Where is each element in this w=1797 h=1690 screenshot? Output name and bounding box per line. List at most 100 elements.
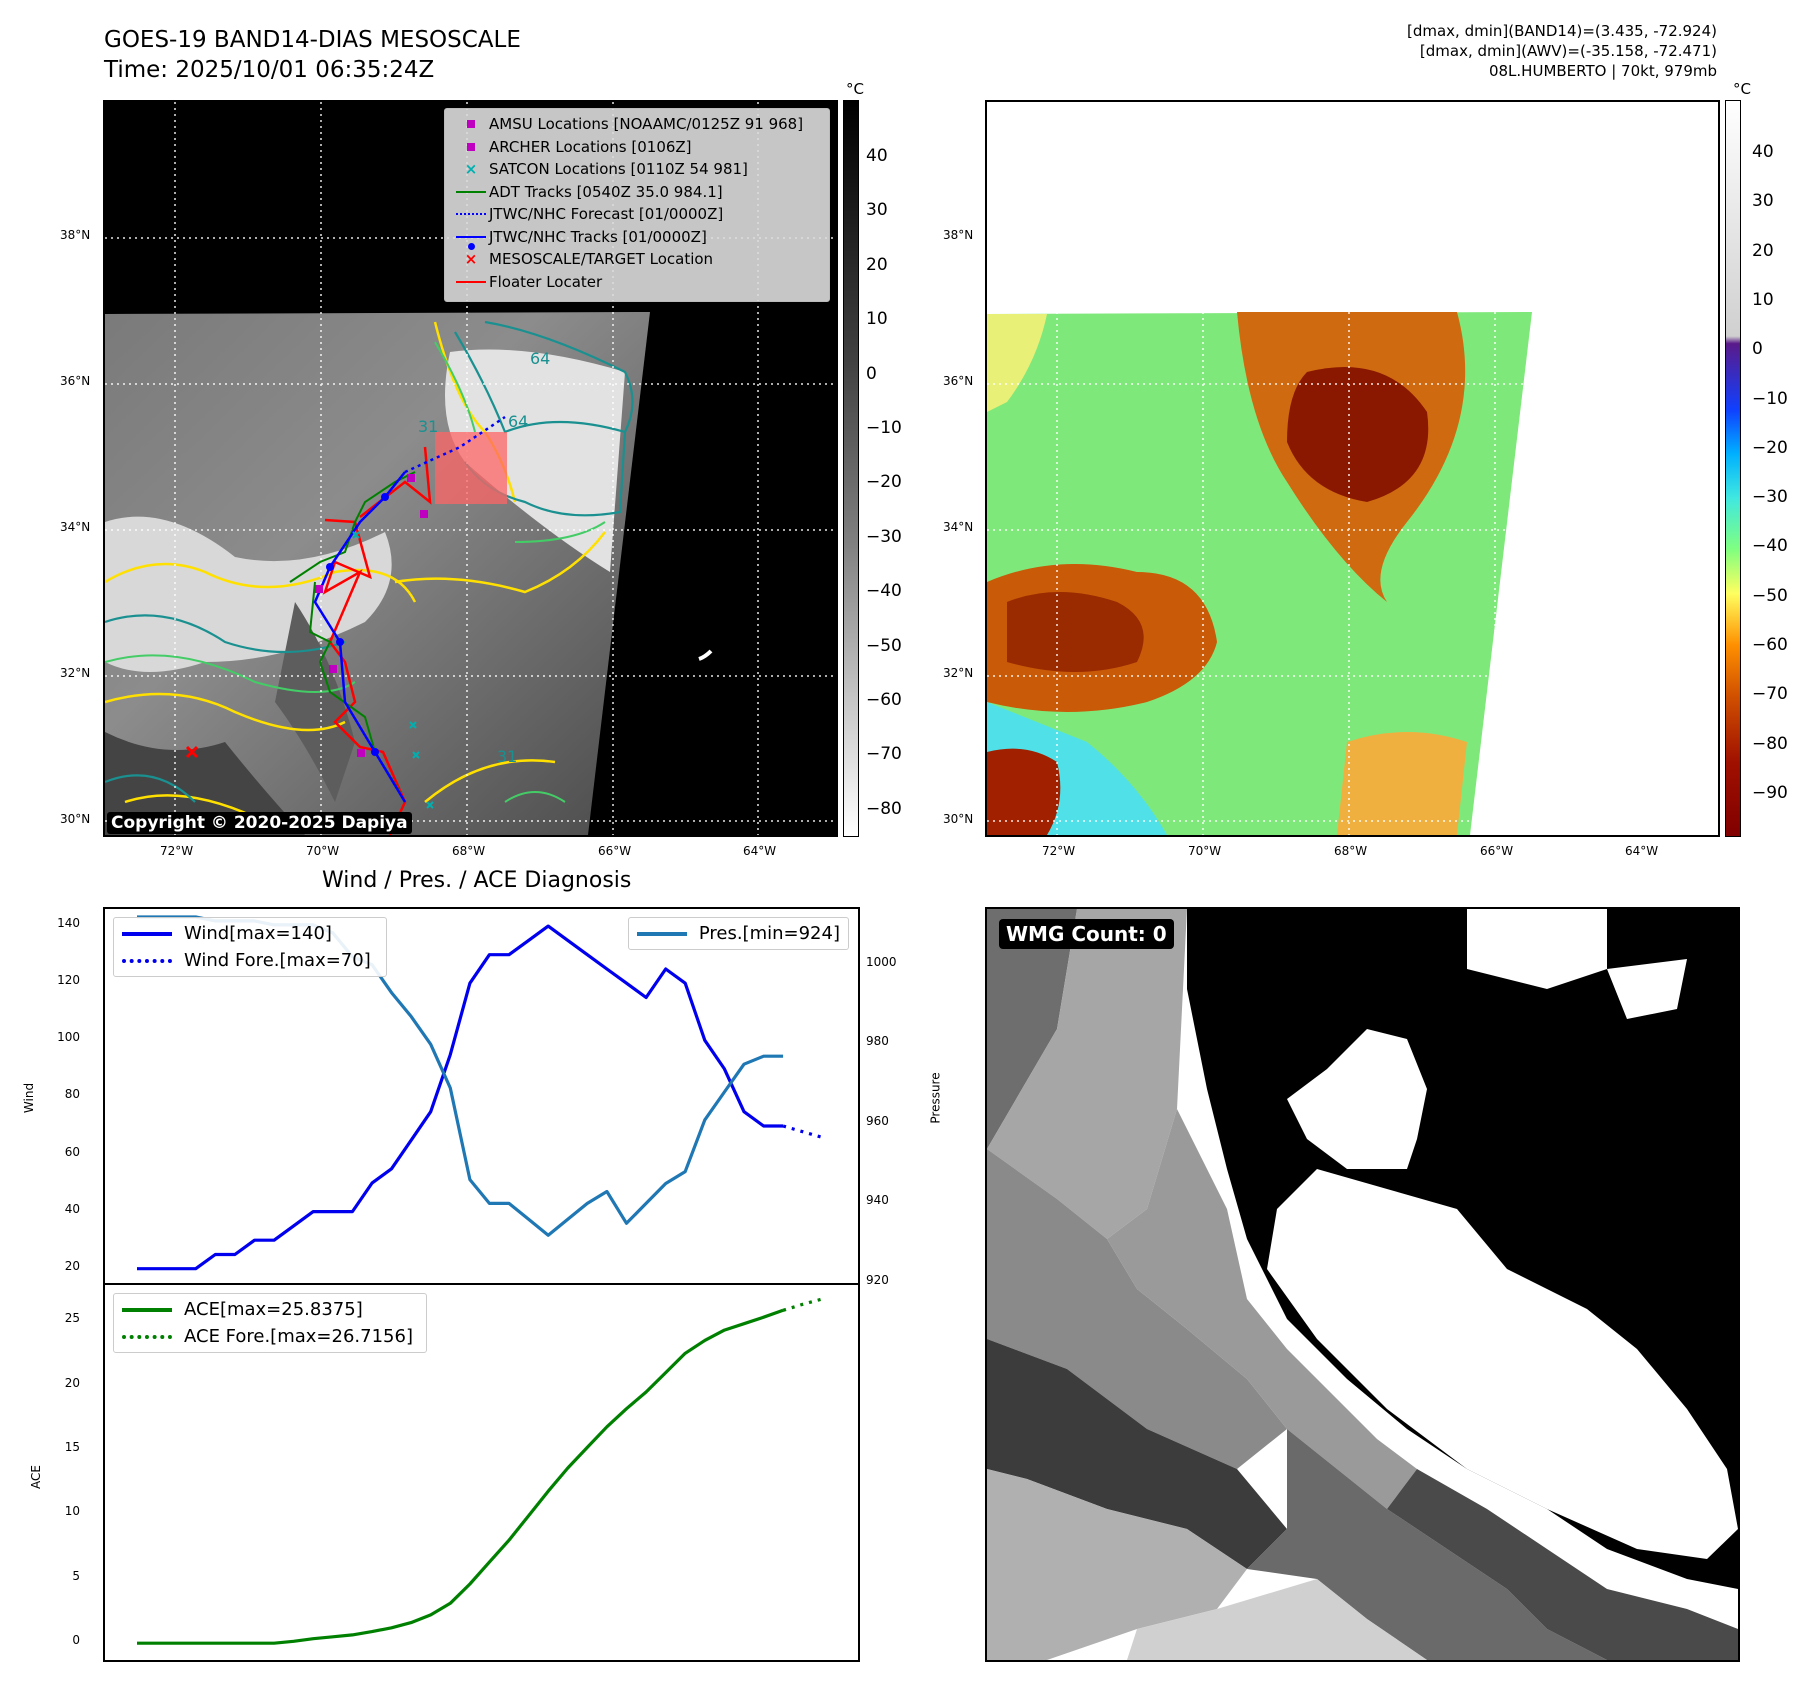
ir-colorbar-tick-label: −50 <box>866 635 902 656</box>
ir-colorbar-tick-label: 30 <box>866 200 888 221</box>
wind-axis-label: Wind <box>22 1082 37 1114</box>
chart-title: GOES-19 BAND14-DIAS MESOSCALE <box>104 27 521 53</box>
ir-colorbar-tick-label: −80 <box>866 798 902 819</box>
legend-pressure: Pres.[min=924] <box>637 920 840 947</box>
wmg-image <box>987 909 1738 1660</box>
wv-colorbar-tick-label: −20 <box>1752 437 1788 458</box>
ace-chart: ACE[max=25.8375] ACE Fore.[max=26.7156] <box>103 1283 860 1662</box>
wv-colorbar-tick-label: −80 <box>1752 733 1788 754</box>
legend-ace: ACE[max=25.8375] <box>122 1296 418 1323</box>
wv-colorbar-tick-label: 0 <box>1752 339 1763 360</box>
ace-tick-label: 10 <box>64 1504 80 1519</box>
ace-tick-label: 5 <box>72 1568 80 1583</box>
ir-colorbar-tick-label: −10 <box>866 418 902 438</box>
wind-tick-label: 60 <box>64 1144 80 1159</box>
contour-label: 31 <box>497 747 517 766</box>
wv-colorbar-tick-label: −30 <box>1752 487 1788 508</box>
wind-tick-label: 20 <box>64 1258 80 1273</box>
wind-tick-label: 140 <box>57 916 80 931</box>
wv-colorbar-tick-label: 30 <box>1752 191 1774 212</box>
chart-time: Time: 2025/10/01 06:35:24Z <box>104 57 435 83</box>
ace-axis-label: ACE <box>28 1465 43 1489</box>
wv-map-image <box>987 102 1718 835</box>
legend-item-archer: ARCHER Locations [0106Z] <box>453 136 821 159</box>
pressure-tick-label: 960 <box>866 1113 889 1128</box>
lat-label: 34°N <box>943 520 974 534</box>
pressure-tick-label: 980 <box>866 1034 889 1049</box>
ir-colorbar-tick-label: −60 <box>866 690 902 710</box>
ir-colorbar-tick-label: 0 <box>866 363 877 384</box>
legend-item-target: × MESOSCALE/TARGET Location <box>464 250 714 269</box>
lat-label: 38°N <box>60 228 91 242</box>
lat-label: 32°N <box>60 666 91 680</box>
pressure-tick-label: 940 <box>866 1193 889 1208</box>
legend-ace-forecast: ACE Fore.[max=26.7156] <box>122 1323 418 1350</box>
lon-label: 70°W <box>1188 844 1222 858</box>
ir-colorbar-tick-label: 20 <box>866 254 888 275</box>
wv-colorbar-tick-label: −90 <box>1752 782 1788 803</box>
lon-label: 66°W <box>598 844 632 858</box>
info-dmax-band14: [dmax, dmin](BAND14)=(3.435, -72.924) <box>1406 22 1717 40</box>
map-legend: AMSU Locations [NOAAMC/0125Z 91 968] ARC… <box>444 108 830 302</box>
wv-colorbar-tick-label: 20 <box>1752 240 1774 261</box>
ace-line <box>137 1308 784 1645</box>
ir-colorbar-tick-label: −70 <box>866 744 902 765</box>
wv-colorbar-tick-label: −40 <box>1752 536 1788 557</box>
lat-label: 34°N <box>60 520 91 534</box>
lon-label: 68°W <box>1334 844 1368 858</box>
legend-item-tracks: JTWC/NHC Tracks [01/0000Z] <box>453 226 821 250</box>
wv-colorbar-tick-label: −60 <box>1752 635 1788 655</box>
legend-wind-forecast: Wind Fore.[max=70] <box>122 947 378 974</box>
copyright-label: Copyright © 2020-2025 Dapiya <box>107 812 412 834</box>
wind-tick-label: 120 <box>57 973 80 988</box>
lat-label: 32°N <box>943 666 974 680</box>
legend-item-satcon: × SATCON Locations [0110Z 54 981] <box>464 160 748 179</box>
lon-label: 64°W <box>743 844 777 858</box>
info-storm: 08L.HUMBERTO | 70kt, 979mb <box>1488 62 1717 80</box>
legend-wind: Wind[max=140] <box>122 920 378 947</box>
wmg-count-label: WMG Count: 0 <box>999 919 1174 949</box>
contour-label: 31 <box>418 417 438 436</box>
legend-item-amsu: AMSU Locations [NOAAMC/0125Z 91 968] <box>453 113 821 136</box>
wv-colorbar-tick-label: −50 <box>1752 585 1788 606</box>
wind-tick-label: 100 <box>57 1030 80 1045</box>
legend-item-floater: Floater Locater <box>453 271 821 294</box>
ir-map-image: 64 64 31 31 <box>105 102 836 835</box>
wind-legend: Wind[max=140] Wind Fore.[max=70] <box>113 917 387 977</box>
target-box <box>435 432 507 504</box>
lat-label: 38°N <box>943 228 974 242</box>
wmg-panel: WMG Count: 0 <box>985 907 1740 1662</box>
pressure-tick-label: 1000 <box>866 954 897 969</box>
wv-colorbar <box>1725 100 1741 837</box>
wind-tick-label: 80 <box>64 1087 80 1102</box>
ace-tick-label: 25 <box>64 1311 80 1326</box>
lon-label: 64°W <box>1625 844 1659 858</box>
lon-label: 72°W <box>1042 844 1076 858</box>
info-dmax-awv: [dmax, dmin](AWV)=(-35.158, -72.471) <box>1419 42 1717 60</box>
diagnosis-title: Wind / Pres. / ACE Diagnosis <box>322 868 632 893</box>
lon-label: 72°W <box>160 844 194 858</box>
pressure-axis-label: Pressure <box>928 1072 943 1124</box>
wv-colorbar-tick-label: −70 <box>1752 684 1788 705</box>
wind-pressure-chart: Wind[max=140] Wind Fore.[max=70] Pres.[m… <box>103 907 860 1285</box>
wind-forecast-line <box>782 1124 823 1139</box>
legend-item-forecast: JTWC/NHC Forecast [01/0000Z] <box>453 203 821 226</box>
ir-colorbar-tick-label: 10 <box>866 309 888 330</box>
ir-colorbar <box>843 100 859 837</box>
ace-forecast-line <box>782 1297 823 1312</box>
ir-colorbar-tick-label: 40 <box>866 146 888 166</box>
lat-label: 30°N <box>60 812 91 826</box>
lon-label: 68°W <box>452 844 486 858</box>
ir-colorbar-tick-label: −30 <box>866 526 902 547</box>
lon-label: 70°W <box>306 844 340 858</box>
wind-tick-label: 40 <box>64 1201 80 1216</box>
ir-colorbar-tick-label: −40 <box>866 581 902 602</box>
ir-colorbar-unit: °C <box>846 80 864 98</box>
pressure-legend: Pres.[min=924] <box>628 917 849 950</box>
mesoscale-target-marker <box>185 745 199 759</box>
ace-tick-label: 20 <box>64 1375 80 1390</box>
ace-legend: ACE[max=25.8375] ACE Fore.[max=26.7156] <box>113 1293 427 1353</box>
ace-tick-label: 0 <box>72 1633 80 1648</box>
contour-label: 64 <box>530 349 550 368</box>
wv-colorbar-tick-label: −10 <box>1752 388 1788 409</box>
